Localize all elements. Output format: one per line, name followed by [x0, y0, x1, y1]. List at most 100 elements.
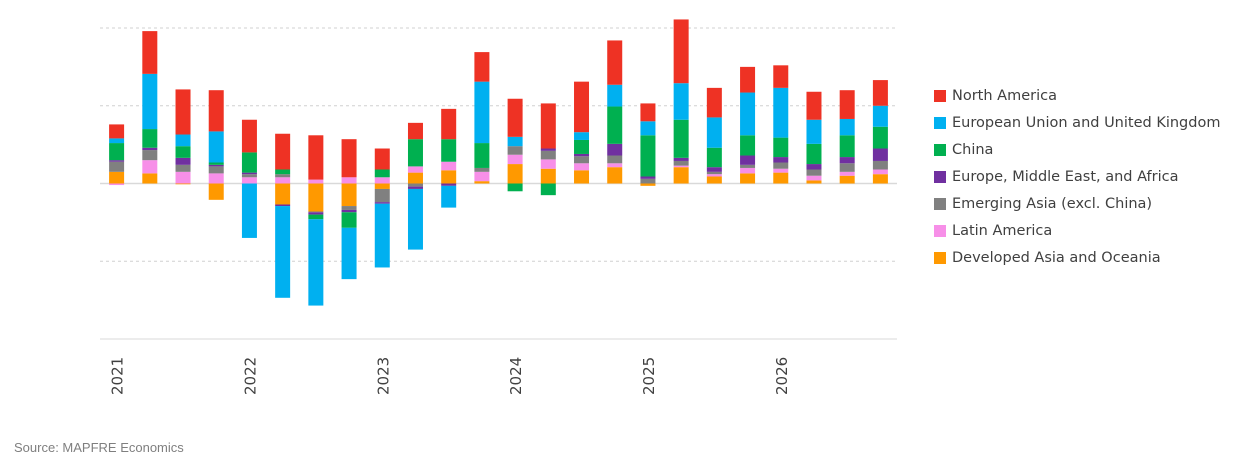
- legend-label: Emerging Asia (excl. China): [952, 195, 1153, 212]
- bar-segment: [407, 188, 423, 250]
- bar-segment: [607, 155, 623, 164]
- bar-segment: [241, 119, 257, 153]
- bar-segment: [706, 87, 722, 118]
- bar-segment: [806, 143, 822, 165]
- bar-segment: [175, 164, 191, 172]
- legend-swatch: [934, 224, 946, 237]
- bar-segment: [407, 172, 423, 184]
- bar-segment: [607, 40, 623, 85]
- bar-segment: [241, 172, 257, 175]
- bar-segment: [374, 169, 390, 178]
- bar-segment: [341, 209, 357, 213]
- bar-segment: [308, 219, 324, 306]
- bar-segment: [175, 183, 191, 185]
- x-tick-label: 2025: [640, 357, 658, 395]
- bar-segment: [109, 143, 125, 161]
- legend-swatch: [934, 143, 946, 156]
- bar-segment: [441, 183, 457, 186]
- bar-segment: [839, 118, 855, 136]
- bar-segment: [308, 214, 324, 220]
- bar-segment: [872, 174, 888, 184]
- bar-segment: [109, 124, 125, 139]
- legend-label: Europe, Middle East, and Africa: [952, 168, 1179, 185]
- bar-segment: [175, 134, 191, 147]
- legend-item: Emerging Asia (excl. China): [934, 190, 1220, 217]
- x-tick-label: 2024: [507, 357, 525, 395]
- bar-segment: [507, 183, 523, 192]
- bar-segment: [341, 183, 357, 207]
- bar-segment: [706, 167, 722, 172]
- bar-segment: [241, 174, 257, 178]
- legend-item: Europe, Middle East, and Africa: [934, 163, 1220, 190]
- bar-segment: [142, 73, 158, 130]
- bar-segment: [507, 136, 523, 147]
- bar-segment: [374, 183, 390, 189]
- bar-segment: [241, 177, 257, 184]
- bar-segment: [407, 122, 423, 140]
- bar-segment: [574, 132, 590, 140]
- bar-segment: [773, 157, 789, 163]
- bar-segment: [474, 167, 490, 172]
- bar-segment: [441, 139, 457, 162]
- bars: [109, 19, 888, 306]
- legend-item: European Union and United Kingdom: [934, 109, 1220, 136]
- legend-label: Latin America: [952, 222, 1053, 239]
- bar-segment: [142, 31, 158, 74]
- bar-segment: [640, 176, 656, 179]
- bar-segment: [208, 164, 224, 167]
- bar-segment: [706, 147, 722, 168]
- bar-segment: [308, 183, 324, 212]
- bar-segment: [441, 161, 457, 171]
- bar-segment: [540, 168, 556, 184]
- bar-segment: [275, 206, 291, 298]
- bar-segment: [872, 126, 888, 149]
- bar-segment: [839, 171, 855, 176]
- bar-segment: [872, 169, 888, 175]
- bar-segment: [175, 171, 191, 184]
- bar-segment: [241, 152, 257, 173]
- legend-label: Developed Asia and Oceania: [952, 249, 1161, 266]
- bar-segment: [740, 164, 756, 168]
- x-tick-label: 2021: [109, 357, 127, 395]
- legend: North America European Union and United K…: [934, 82, 1220, 271]
- bar-segment: [175, 89, 191, 135]
- bar-segment: [806, 175, 822, 181]
- bar-segment: [109, 161, 125, 172]
- bar-segment: [540, 150, 556, 160]
- bar-segment: [507, 164, 523, 184]
- bar-segment: [109, 138, 125, 144]
- bar-segment: [341, 177, 357, 184]
- legend-item: China: [934, 136, 1220, 163]
- bar-segment: [241, 183, 257, 238]
- bar-segment: [275, 169, 291, 175]
- bar-segment: [872, 148, 888, 161]
- bar-segment: [640, 135, 656, 177]
- bar-segment: [208, 183, 224, 200]
- bar-segment: [308, 211, 324, 213]
- bar-segment: [474, 181, 490, 184]
- source-note: Source: MAPFRE Economics: [14, 440, 184, 455]
- bar-segment: [208, 131, 224, 163]
- legend-label: European Union and United Kingdom: [952, 114, 1221, 131]
- bar-segment: [607, 167, 623, 184]
- bar-segment: [407, 166, 423, 173]
- bar-segment: [640, 183, 656, 186]
- legend-item: North America: [934, 82, 1220, 109]
- bar-segment: [275, 174, 291, 178]
- bar-segment: [740, 167, 756, 174]
- bar-segment: [275, 204, 291, 207]
- bar-segment: [607, 84, 623, 107]
- bar-segment: [574, 139, 590, 154]
- bar-segment: [540, 183, 556, 196]
- bar-segment: [673, 83, 689, 120]
- bar-segment: [175, 146, 191, 158]
- bar-segment: [474, 52, 490, 82]
- bar-segment: [208, 162, 224, 165]
- bar-segment: [374, 203, 390, 268]
- bar-segment: [706, 176, 722, 184]
- bar-segment: [308, 135, 324, 180]
- bar-segment: [673, 119, 689, 158]
- bar-segment: [773, 162, 789, 169]
- bar-segment: [341, 139, 357, 178]
